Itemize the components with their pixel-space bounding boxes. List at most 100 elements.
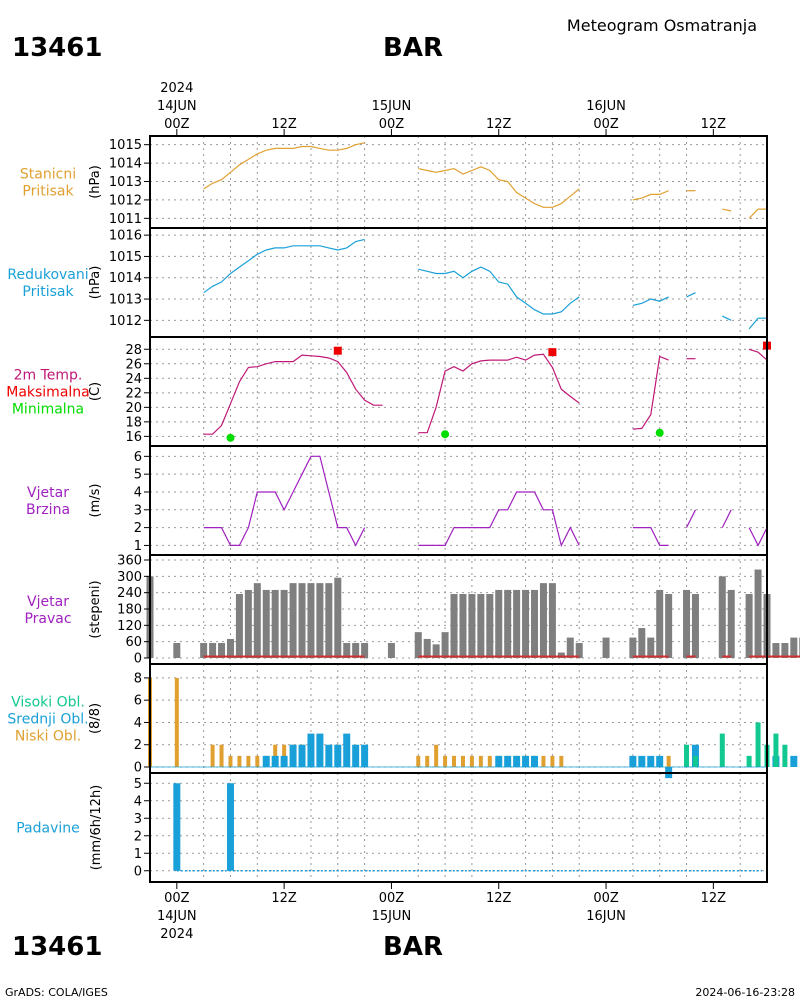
wind-direction-bar: [513, 589, 521, 658]
wind-direction-bar: [450, 594, 458, 658]
panel-cloud_cover: 0 2 4 6 8 (8/8)Visoki Obl.Srednji Obl.Niski O…: [7, 663, 798, 779]
cloud-0-bar: [452, 755, 457, 767]
cloud-0-bar: [174, 677, 179, 767]
y-axis-unit-label: (m/s): [88, 484, 103, 518]
x-tick-label-top: 12Z: [486, 117, 512, 132]
date-label-top: 16JUN: [586, 99, 626, 114]
cloud-0-bar: [255, 755, 260, 767]
cloud-0-bar: [487, 755, 492, 767]
x-tick-label-bottom: 12Z: [701, 891, 727, 906]
y-tick-label: 18: [125, 415, 142, 430]
precipitation-bar: [173, 783, 181, 871]
cloud-0-bar: [425, 755, 430, 767]
wind-direction-bar: [432, 644, 440, 658]
cloud-2-bar: [773, 733, 779, 767]
y-tick-label: 60: [125, 635, 142, 650]
cloud-2-bar: [719, 733, 725, 767]
cloud-2-bar: [746, 755, 752, 767]
cloud-1-bar: [271, 755, 279, 767]
cloud-2-bar: [782, 744, 788, 767]
pressure-line: [418, 166, 580, 208]
x-tick-label-bottom: 12Z: [486, 891, 512, 906]
cloud-0-bar: [460, 755, 465, 767]
station-name-top: BAR: [383, 33, 443, 63]
cloud-1-bar: [531, 755, 539, 767]
station-id-top: 13461: [12, 33, 102, 63]
y-axis-unit-label: (stepeni): [88, 580, 103, 638]
y-tick-label: 0: [134, 761, 142, 776]
wind-direction-bar: [173, 643, 181, 658]
wind-direction-bar: [334, 577, 342, 658]
y-tick-label: 1015: [109, 250, 142, 265]
reduced_pressure-line: [722, 315, 732, 321]
y-tick-label: 6: [134, 450, 142, 465]
y-tick-label: 28: [125, 343, 142, 358]
cloud-1-bar: [790, 755, 798, 767]
temperature-line: [748, 348, 768, 361]
wind-direction-bar: [727, 589, 735, 658]
panel-precipitation: 0 1 2 3 4 5 (mm/6h/12h) Padavine: [16, 772, 768, 883]
wind-direction-bar: [548, 583, 556, 658]
cloud-0-bar: [550, 755, 555, 767]
x-tick-label-bottom: 00Z: [164, 891, 190, 906]
wind-direction-bar: [557, 652, 565, 658]
panel-pressure: 1011 1012 1013 1014 1015 (hPa) StanicniPritisa…: [20, 135, 768, 229]
wind-direction-bar: [271, 589, 279, 658]
y-axis-unit-label: (mm/6h/12h): [89, 785, 104, 871]
wind-direction-bar: [387, 643, 395, 658]
cloud-1-bar: [522, 755, 530, 767]
chart-title: Meteogram Osmatranja: [567, 16, 757, 35]
panel-frame: [149, 772, 768, 883]
wind-direction-bar: [414, 632, 422, 658]
wind-direction-bar: [522, 589, 530, 658]
y-tick-label: 1015: [109, 138, 142, 153]
x-tick-label-bottom: 12Z: [271, 891, 297, 906]
panel-label: Maksimalna: [6, 385, 90, 401]
wind-direction-bar: [253, 583, 261, 658]
y-tick-label: 8: [134, 671, 142, 686]
wind-direction-bar: [244, 589, 252, 658]
cloud-1-bar: [352, 744, 360, 767]
wind-direction-bar: [343, 643, 351, 658]
y-tick-label: 3: [134, 812, 142, 827]
cloud-1-bar: [280, 755, 288, 767]
y-tick-label: 4: [134, 794, 142, 809]
panel-frame: [149, 663, 768, 774]
y-tick-label: 20: [125, 401, 142, 416]
x-tick-label-bottom: 00Z: [593, 891, 619, 906]
max-temp-marker: [548, 348, 557, 357]
min-temp-marker: [226, 433, 235, 442]
wind-direction-bar: [656, 589, 664, 658]
panels-layer: 10111012101310141015(hPa)StanicniPritisa…: [6, 135, 800, 883]
wind_speed-line: [418, 491, 580, 548]
wind-direction-bar: [745, 594, 753, 658]
min-temp-marker: [441, 430, 450, 439]
date-label-bottom: 14JUN: [157, 909, 197, 924]
panel-label: Vjetar: [27, 485, 69, 501]
panel-label: Redukovani: [7, 267, 88, 283]
wind_speed-line: [721, 509, 732, 528]
reduced_pressure-line: [203, 238, 365, 294]
y-tick-label: 120: [117, 619, 142, 634]
cloud-0-bar: [443, 755, 448, 767]
y-tick-label: 1014: [109, 271, 142, 286]
year-label-top: 2024: [160, 81, 193, 96]
panel-label: Brzina: [26, 502, 70, 518]
wind-direction-bar: [772, 643, 780, 658]
cloud-0-bar: [237, 755, 242, 767]
y-tick-label: 24: [125, 372, 142, 387]
y-tick-label: 16: [125, 430, 142, 445]
reduced_pressure-line: [418, 266, 580, 315]
cloud-1-bar: [334, 744, 342, 767]
cloud-1-bar: [307, 733, 315, 767]
wind-direction-bar: [575, 643, 583, 658]
wind-direction-bar: [441, 632, 449, 658]
y-tick-label: 1016: [109, 229, 142, 244]
cloud-2-bar: [692, 755, 698, 767]
date-label-top: 14JUN: [157, 99, 197, 114]
wind-direction-bar: [495, 589, 503, 658]
y-tick-label: 2: [134, 829, 142, 844]
wind-direction-bar: [423, 638, 431, 658]
